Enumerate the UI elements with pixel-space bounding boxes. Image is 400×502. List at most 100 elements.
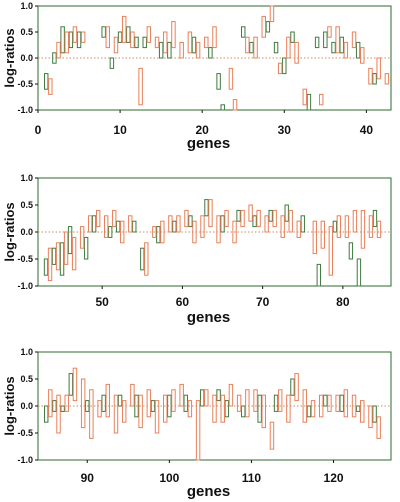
y-tick-label: -0.5 — [17, 79, 33, 89]
bar-green — [339, 36, 344, 54]
bar-orange — [296, 220, 301, 238]
bar-green — [249, 41, 254, 54]
bar-green — [68, 373, 74, 396]
bar-green — [140, 247, 145, 271]
bar-green — [252, 215, 257, 228]
bar-orange — [146, 26, 152, 43]
bar-green — [355, 405, 361, 412]
bar-green — [306, 93, 312, 111]
bar-orange — [256, 209, 261, 228]
bar-orange — [224, 209, 229, 228]
bar-green — [126, 26, 131, 43]
bar-orange — [351, 394, 357, 418]
bar-green — [216, 73, 221, 90]
bar-green — [132, 220, 137, 233]
x-tick-label: 100 — [159, 471, 179, 485]
bar-orange — [312, 220, 317, 255]
bar-green — [273, 394, 279, 412]
bar-orange — [187, 400, 193, 418]
bar-orange — [128, 215, 133, 233]
bar-green — [109, 57, 115, 69]
x-tick-label: 70 — [256, 295, 270, 309]
bar-orange — [212, 26, 217, 49]
bar-orange — [144, 242, 149, 276]
bar-orange — [288, 209, 293, 233]
bar-orange — [216, 215, 221, 244]
bar-orange — [328, 226, 334, 276]
bar-green — [43, 405, 49, 423]
bar-orange — [104, 215, 109, 238]
bar-orange — [253, 36, 258, 59]
bar-green — [284, 204, 289, 222]
x-tick-label: 110 — [242, 471, 262, 485]
bar-green — [158, 41, 164, 59]
bar-orange — [71, 236, 77, 271]
y-tick-label: -1.0 — [17, 281, 33, 291]
bar-orange — [228, 383, 234, 407]
bar-green — [268, 209, 273, 222]
bar-green — [91, 215, 97, 233]
bar-orange — [187, 31, 193, 54]
bar-orange — [154, 36, 160, 49]
bar-green — [167, 41, 172, 59]
bar-orange — [294, 41, 299, 64]
bar-green — [355, 41, 361, 59]
bar-orange — [113, 394, 119, 434]
bar-orange — [335, 394, 340, 412]
y-tick-label: 0.0 — [20, 401, 33, 411]
bar-orange — [336, 215, 342, 238]
bar-green — [332, 220, 338, 233]
bar-orange — [240, 209, 245, 228]
x-tick-label: 20 — [196, 123, 210, 137]
bar-orange — [80, 31, 86, 43]
bar-orange — [79, 226, 85, 249]
bar-green — [134, 394, 139, 418]
bar-green — [199, 389, 205, 407]
bar-orange — [112, 209, 117, 228]
bar-orange — [130, 383, 135, 407]
bar-orange — [264, 215, 269, 233]
bar-orange — [286, 394, 291, 423]
bar-green — [68, 31, 74, 49]
x-axis-label: genes — [187, 135, 230, 152]
bar-orange — [105, 26, 111, 49]
bar-green — [273, 41, 279, 54]
bar-orange — [160, 220, 165, 244]
bar-green — [101, 394, 106, 412]
bar-green — [241, 405, 246, 418]
bar-orange — [163, 394, 168, 423]
bar-orange — [335, 26, 340, 54]
bar-orange — [360, 400, 365, 423]
x-tick-label: 90 — [81, 471, 95, 485]
bar-green — [43, 73, 49, 90]
bar-green — [300, 215, 305, 233]
bar-orange — [168, 215, 173, 233]
bar-orange — [320, 220, 325, 249]
bar-orange — [294, 373, 299, 402]
bar-orange — [179, 383, 184, 407]
bar-orange — [95, 209, 101, 228]
bar-green — [323, 31, 328, 49]
bar-orange — [72, 367, 78, 402]
bar-green — [117, 31, 123, 43]
bar-orange — [228, 67, 234, 90]
x-tick-label: 0 — [35, 123, 42, 137]
bar-orange — [245, 389, 250, 418]
bar-orange — [138, 394, 143, 429]
y-tick-label: 0.5 — [20, 374, 33, 384]
bar-green — [224, 400, 230, 418]
bar-orange — [47, 247, 53, 282]
bar-green — [348, 242, 354, 260]
bar-green — [108, 226, 113, 238]
bar-green — [331, 41, 336, 54]
bar-orange — [138, 67, 143, 106]
bar-orange — [121, 15, 127, 43]
x-tick-label: 60 — [176, 295, 190, 309]
bar-orange — [192, 220, 197, 244]
bar-green — [257, 394, 262, 423]
x-tick-label: 30 — [278, 123, 292, 137]
bar-orange — [63, 231, 69, 265]
bar-green — [191, 36, 197, 54]
bar-orange — [56, 394, 61, 434]
x-tick-label: 120 — [324, 471, 344, 485]
